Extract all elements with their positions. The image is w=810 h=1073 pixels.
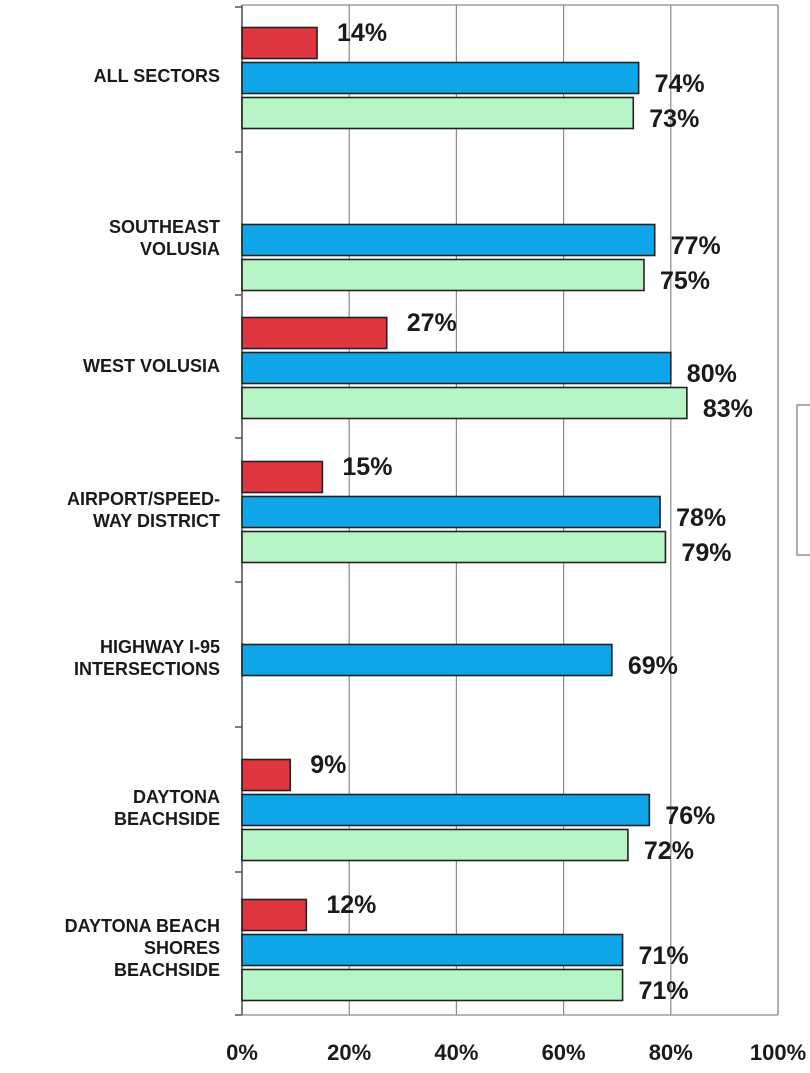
x-tick-label: 60% (542, 1040, 586, 1065)
data-label: 15% (342, 453, 392, 481)
data-label: 77% (671, 232, 721, 260)
bar (241, 258, 645, 292)
data-label: 76% (665, 802, 715, 830)
category-label: SHORES (144, 938, 220, 958)
bar (241, 460, 324, 494)
bar (241, 530, 667, 564)
x-tick-label: 20% (327, 1040, 371, 1065)
category-label: AIRPORT/SPEED- (67, 489, 220, 509)
bar (241, 758, 292, 792)
data-label: 79% (681, 539, 731, 567)
data-label: 80% (687, 360, 737, 388)
data-label: 27% (407, 309, 457, 337)
category-label: ALL SECTORS (94, 66, 220, 86)
category-label: DAYTONA BEACH (65, 916, 220, 936)
bar (241, 316, 388, 350)
category-label: HIGHWAY I-95 (100, 637, 220, 657)
x-tick-label: 80% (649, 1040, 693, 1065)
bar (241, 898, 308, 932)
x-tick-label: 40% (434, 1040, 478, 1065)
category-label: WAY DISTRICT (93, 511, 220, 531)
bar (241, 26, 318, 60)
data-label: 74% (655, 70, 705, 98)
category-label: SOUTHEAST (109, 217, 220, 237)
bar (241, 223, 656, 257)
bar (241, 643, 613, 677)
bar (241, 351, 672, 385)
bar (241, 933, 624, 967)
data-label: 71% (639, 942, 689, 970)
data-label: 9% (310, 751, 346, 779)
data-label: 72% (644, 837, 694, 865)
data-label: 71% (639, 977, 689, 1005)
data-label: 14% (337, 19, 387, 47)
bar (241, 61, 640, 95)
data-label: 78% (676, 504, 726, 532)
category-label: VOLUSIA (140, 239, 220, 259)
x-tick-label: 100% (750, 1040, 806, 1065)
bar (241, 793, 651, 827)
data-label: 73% (649, 105, 699, 133)
legend-box (796, 404, 810, 556)
x-tick-label: 0% (226, 1040, 258, 1065)
data-label: 75% (660, 267, 710, 295)
bar (241, 96, 635, 130)
category-label: DAYTONA (133, 787, 220, 807)
bar (241, 968, 624, 1002)
data-label: 83% (703, 395, 753, 423)
category-label: BEACHSIDE (114, 960, 220, 980)
bar (241, 828, 629, 862)
bar (241, 386, 688, 420)
category-label: WEST VOLUSIA (83, 356, 220, 376)
category-label: INTERSECTIONS (74, 659, 220, 679)
data-label: 12% (326, 891, 376, 919)
category-label: BEACHSIDE (114, 809, 220, 829)
data-label: 69% (628, 652, 678, 680)
bar (241, 495, 661, 529)
